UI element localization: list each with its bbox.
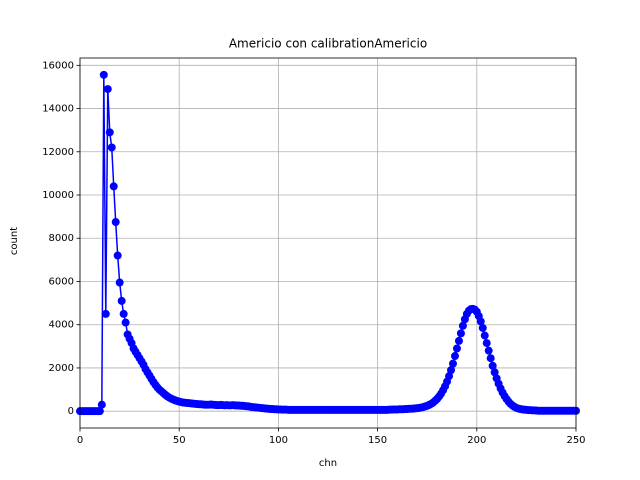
- data-point: [452, 344, 461, 353]
- data-point: [121, 318, 130, 327]
- data-point: [488, 361, 497, 370]
- x-tick-label: 0: [77, 435, 83, 446]
- data-point: [95, 407, 104, 416]
- data-point: [105, 128, 114, 137]
- data-point: [484, 346, 493, 355]
- data-point: [482, 339, 491, 348]
- data-point: [115, 278, 124, 287]
- y-tick-label: 16000: [42, 60, 74, 71]
- data-point: [478, 323, 487, 332]
- x-axis-label: chn: [319, 458, 337, 469]
- data-point: [490, 368, 499, 377]
- data-point: [486, 354, 495, 363]
- data-point: [450, 352, 459, 361]
- data-point: [454, 336, 463, 345]
- y-tick-label: 4000: [49, 320, 74, 331]
- x-tick-label: 50: [173, 435, 186, 446]
- data-point: [445, 372, 454, 381]
- data-point: [458, 321, 467, 330]
- plot-frame: [79, 57, 577, 429]
- y-tick-label: 10000: [42, 190, 74, 201]
- data-point: [448, 359, 457, 368]
- data-point: [117, 296, 126, 305]
- data-point: [456, 329, 465, 338]
- data-point: [109, 182, 118, 191]
- data-point: [101, 309, 110, 318]
- x-tick-label: 100: [269, 435, 288, 446]
- y-axis-label: count: [9, 227, 20, 255]
- y-tick-label: 2000: [49, 363, 74, 374]
- y-tick-label: 14000: [42, 104, 74, 115]
- data-point: [447, 366, 456, 375]
- y-tick-label: 0: [68, 406, 74, 417]
- data-point: [119, 309, 128, 318]
- chart-title: Americio con calibrationAmericio: [229, 37, 427, 51]
- data-point: [97, 400, 106, 409]
- data-point: [103, 85, 112, 94]
- y-tick-label: 8000: [49, 233, 74, 244]
- data-point: [480, 331, 489, 340]
- data-point: [99, 70, 108, 79]
- x-tick-label: 250: [566, 435, 585, 446]
- y-tick-label: 12000: [42, 147, 74, 158]
- data-point: [113, 251, 122, 260]
- data-point: [111, 218, 120, 227]
- data-point: [107, 143, 116, 152]
- x-tick-label: 150: [368, 435, 387, 446]
- data-point: [476, 317, 485, 326]
- x-tick-label: 200: [467, 435, 486, 446]
- y-tick-label: 6000: [49, 276, 74, 287]
